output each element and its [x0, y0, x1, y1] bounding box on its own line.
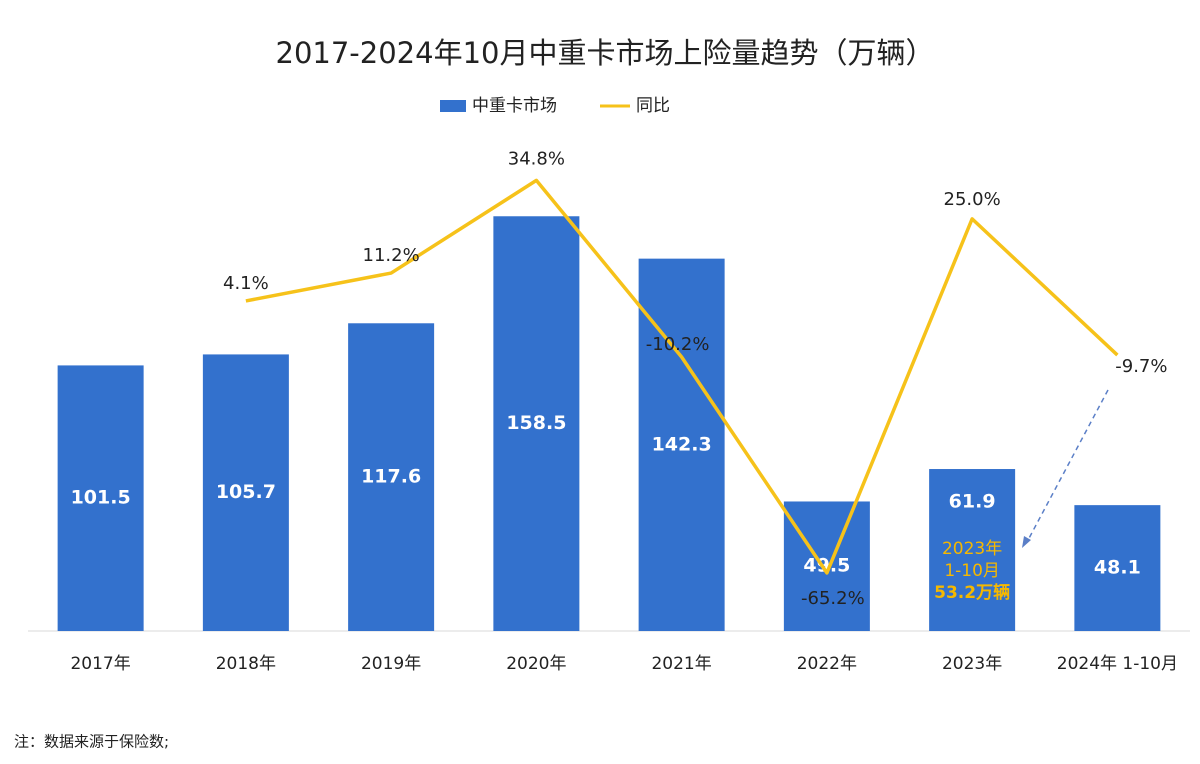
bar [1074, 505, 1161, 631]
x-tick-label: 2017年 [70, 654, 130, 674]
bar-value-label: 61.9 [949, 491, 996, 513]
x-tick-label: 2020年 [506, 654, 566, 674]
note: 注：数据来源于保险数; [14, 733, 169, 751]
bar [929, 469, 1016, 631]
line-value-label: -65.2% [801, 588, 865, 609]
bar-value-label: 101.5 [71, 487, 131, 509]
chart-title: 2017-2024年10月中重卡市场上险量趋势（万辆） [276, 36, 935, 70]
legend-swatch [440, 100, 466, 112]
annotation: 1-10月 [944, 561, 1000, 581]
x-tick-label: 2021年 [651, 654, 711, 674]
bar-value-label: 117.6 [361, 466, 421, 488]
legend-label: 中重卡市场 [472, 96, 557, 116]
x-tick-label: 2018年 [216, 654, 276, 674]
line-value-label: -10.2% [646, 334, 710, 355]
bar [493, 216, 580, 631]
bar-value-label: 105.7 [216, 481, 276, 503]
line-value-label: 34.8% [508, 148, 565, 169]
x-tick-label: 2023年 [942, 654, 1002, 674]
line-value-label: -9.7% [1115, 356, 1167, 377]
annotation: 2023年 [942, 539, 1002, 559]
arrow-head [1022, 536, 1031, 548]
bar-value-label: 158.5 [506, 412, 566, 434]
line [245, 178, 1119, 575]
bar [348, 323, 435, 631]
line-value-label: 11.2% [363, 245, 420, 266]
bar-value-label: 49.5 [803, 555, 850, 577]
x-tick-label: 2019年 [361, 654, 421, 674]
annotation-arrow [1026, 389, 1109, 543]
bar [57, 365, 144, 631]
x-tick-label: 2022年 [797, 654, 857, 674]
bar [783, 501, 870, 631]
bar-value-label: 48.1 [1094, 557, 1141, 579]
annotation: 53.2万辆 [934, 582, 1010, 603]
x-tick-label: 2024年 1-10月 [1057, 654, 1178, 674]
bar-value-label: 142.3 [652, 433, 712, 455]
legend-label: 同比 [636, 96, 670, 116]
line-value-label: 4.1% [223, 273, 269, 294]
line-value-label: 25.0% [944, 189, 1001, 210]
bar [202, 354, 289, 631]
